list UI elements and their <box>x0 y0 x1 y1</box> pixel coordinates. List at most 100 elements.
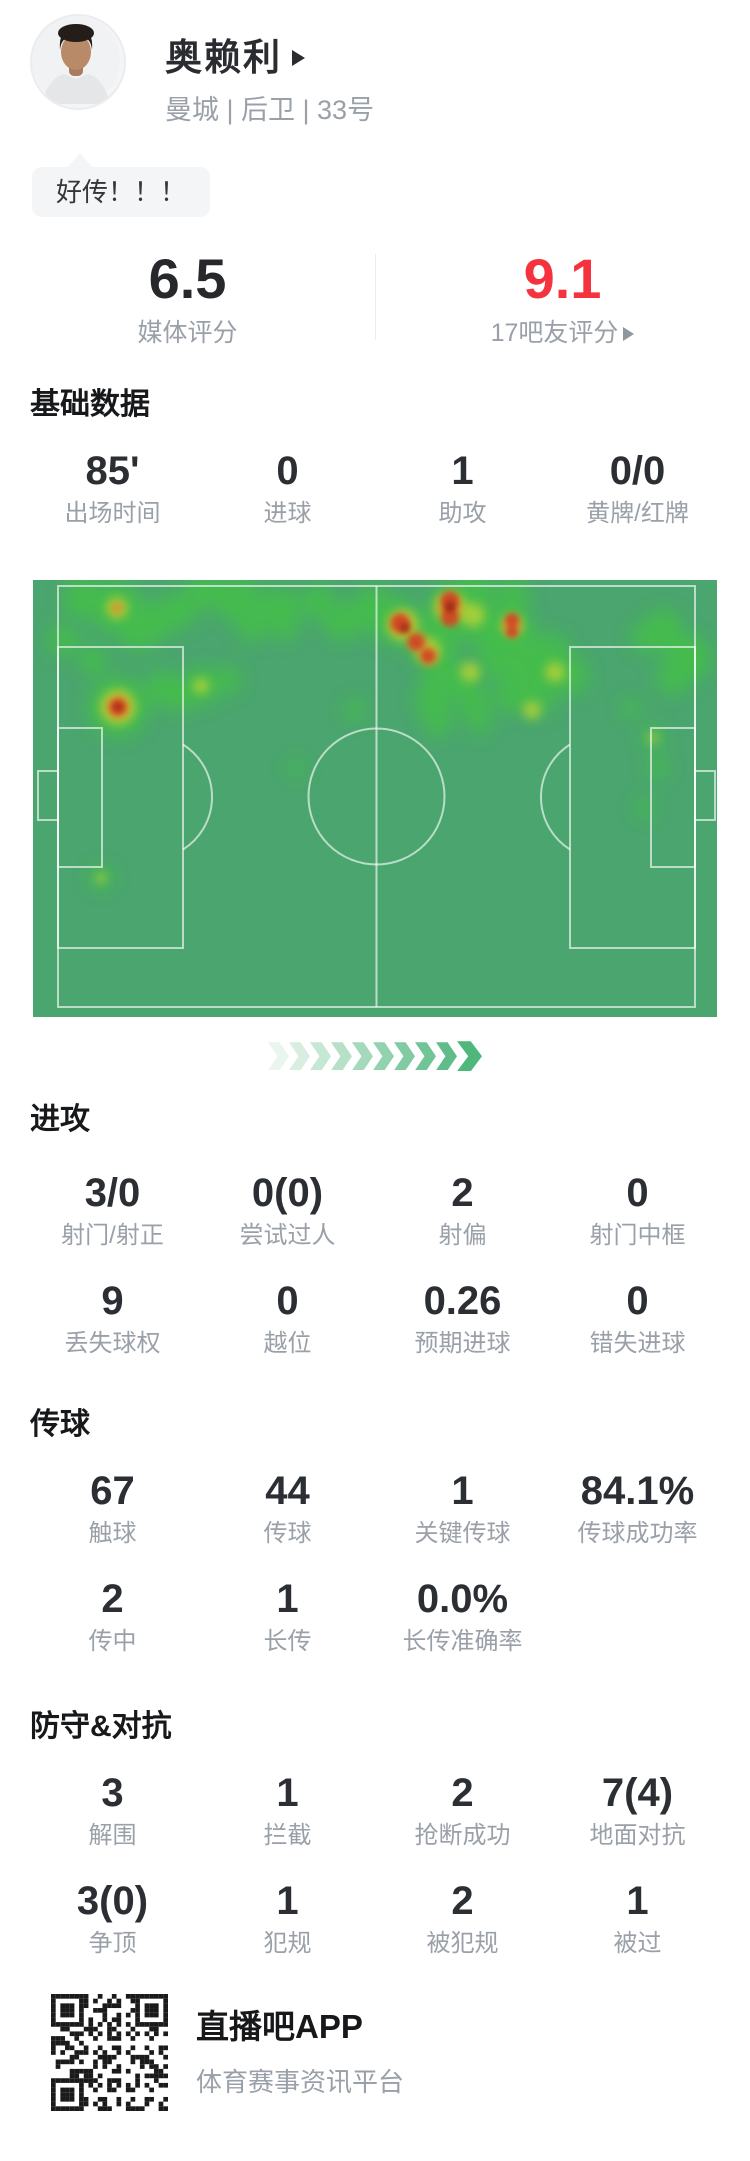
app-footer: 直播吧APP 体育赛事资讯平台 <box>51 1994 750 2112</box>
stat-cell: 2 传中 <box>25 1578 200 1655</box>
attack-stats-grid: 3/0 射门/射正 0(0) 尝试过人 2 射偏 0 射门中框 9 丢失球权 0 越位 0.26 预期进球… <box>0 1172 750 1357</box>
qr-code <box>51 1994 168 2112</box>
player-meta: 奥赖利 曼城 | 后卫 | 33号 <box>165 14 374 126</box>
stat-label: 黄牌/红牌 <box>586 500 689 528</box>
player-avatar-image <box>32 16 120 104</box>
stat-value: 0 <box>276 1279 299 1324</box>
fans-rating[interactable]: 9.1 17吧友评分 <box>375 250 750 348</box>
stat-label: 长传准确率 <box>402 1628 523 1656</box>
stat-value: 0/0 <box>609 449 666 494</box>
stat-value: 1 <box>276 1771 299 1816</box>
passing-stats-grid: 67 触球 44 传球 1 关键传球 84.1% 传球成功率 2 传中 1 长传 0.0% 长传准确率 <box>0 1470 750 1655</box>
fans-rating-label-text: 17吧友评分 <box>490 319 619 348</box>
stat-label: 射偏 <box>438 1222 487 1250</box>
stat-value: 3 <box>101 1771 124 1816</box>
stat-label: 争顶 <box>88 1930 137 1958</box>
fans-rating-label[interactable]: 17吧友评分 <box>375 319 750 348</box>
stat-value: 44 <box>265 1469 310 1514</box>
stat-label: 地面对抗 <box>589 1822 686 1850</box>
stat-label: 被过 <box>613 1930 662 1958</box>
ratings-divider <box>375 254 376 341</box>
stat-label: 长传 <box>263 1628 312 1656</box>
stat-value: 1 <box>626 1879 649 1924</box>
chevron-icon <box>436 1042 457 1071</box>
stat-cell: 9 丢失球权 <box>25 1280 200 1357</box>
stat-value: 1 <box>276 1879 299 1924</box>
stat-value: 3/0 <box>84 1171 141 1216</box>
stat-cell: 2 射偏 <box>375 1172 550 1249</box>
stat-cell: 1 犯规 <box>200 1880 375 1957</box>
stat-value: 2 <box>451 1879 474 1924</box>
chevron-icon <box>310 1042 331 1071</box>
stat-label: 助攻 <box>438 500 487 528</box>
player-team-position: 曼城 | 后卫 | 33号 <box>165 95 375 126</box>
stat-cell: 7(4) 地面对抗 <box>550 1772 725 1849</box>
stat-cell: 0.0% 长传准确率 <box>375 1578 550 1655</box>
comment-bubble: 好传！！！ <box>32 153 211 218</box>
section-title-passing: 传球 <box>30 1408 90 1442</box>
stat-value: 9 <box>101 1279 124 1324</box>
stat-label: 预期进球 <box>414 1330 511 1358</box>
stat-value: 84.1% <box>580 1469 695 1514</box>
chevron-icon <box>415 1042 436 1071</box>
chevron-icon <box>289 1042 310 1071</box>
stat-label: 错失进球 <box>589 1330 686 1358</box>
stat-value: 0.0% <box>416 1577 509 1622</box>
qr-code-svg <box>51 1994 168 2112</box>
section-title-defense: 防守&对抗 <box>30 1710 172 1744</box>
stat-label: 触球 <box>88 1520 137 1548</box>
stat-value: 3(0) <box>76 1879 149 1924</box>
stat-cell: 3/0 射门/射正 <box>25 1172 200 1249</box>
player-name-row[interactable]: 奥赖利 <box>165 36 374 80</box>
player-avatar <box>30 14 126 110</box>
stat-cell: 1 被过 <box>550 1880 725 1957</box>
stat-cell: 84.1% 传球成功率 <box>550 1470 725 1547</box>
stat-value: 1 <box>451 1469 474 1514</box>
stat-label: 犯规 <box>263 1930 312 1958</box>
stat-cell: 44 传球 <box>200 1470 375 1547</box>
stat-label: 射门中框 <box>589 1222 686 1250</box>
chevron-icon <box>331 1042 352 1071</box>
stat-label: 被犯规 <box>426 1930 499 1958</box>
footer-meta: 直播吧APP 体育赛事资讯平台 <box>196 1994 404 2097</box>
stat-label: 解围 <box>88 1822 137 1850</box>
basic-stats-grid: 85' 出场时间 0 进球 1 助攻 0/0 黄牌/红牌 <box>0 450 750 527</box>
chevron-icon <box>373 1042 394 1071</box>
stat-value: 0(0) <box>251 1171 324 1216</box>
stat-label: 传中 <box>88 1628 137 1656</box>
chevron-arrows-icon <box>0 1041 750 1072</box>
footer-tagline: 体育赛事资讯平台 <box>196 2067 405 2098</box>
fans-rating-value: 9.1 <box>523 247 602 311</box>
stat-label: 拦截 <box>263 1822 312 1850</box>
pitch-turf <box>33 580 717 1018</box>
media-rating-value: 6.5 <box>148 247 227 311</box>
stat-label: 传球成功率 <box>577 1520 698 1548</box>
chevron-icon <box>352 1042 373 1071</box>
stat-value: 1 <box>451 449 474 494</box>
stat-label: 传球 <box>263 1520 312 1548</box>
media-rating: 6.5 媒体评分 <box>0 250 375 348</box>
player-name: 奥赖利 <box>165 37 282 78</box>
stat-cell: 0 进球 <box>200 450 375 527</box>
stat-value: 85' <box>85 449 140 494</box>
stat-cell: 0.26 预期进球 <box>375 1280 550 1357</box>
stat-value: 0 <box>626 1279 649 1324</box>
stat-cell: 2 抢断成功 <box>375 1772 550 1849</box>
stat-label: 进球 <box>263 500 312 528</box>
chevron-icon <box>268 1042 289 1071</box>
stat-label: 抢断成功 <box>414 1822 511 1850</box>
stat-value: 0 <box>276 449 299 494</box>
stat-value: 2 <box>451 1771 474 1816</box>
stat-label: 关键传球 <box>414 1520 511 1548</box>
fans-rating-arrow-icon <box>623 326 635 341</box>
stat-label: 射门/射正 <box>61 1222 164 1250</box>
stat-value: 0.26 <box>423 1279 502 1324</box>
stat-cell: 1 助攻 <box>375 450 550 527</box>
pitch-lines <box>37 585 716 1009</box>
stat-value: 7(4) <box>601 1771 674 1816</box>
media-rating-label-text: 媒体评分 <box>137 319 238 348</box>
section-title-attack: 进攻 <box>30 1103 90 1137</box>
stat-cell: 0 越位 <box>200 1280 375 1357</box>
stat-value: 2 <box>101 1577 124 1622</box>
